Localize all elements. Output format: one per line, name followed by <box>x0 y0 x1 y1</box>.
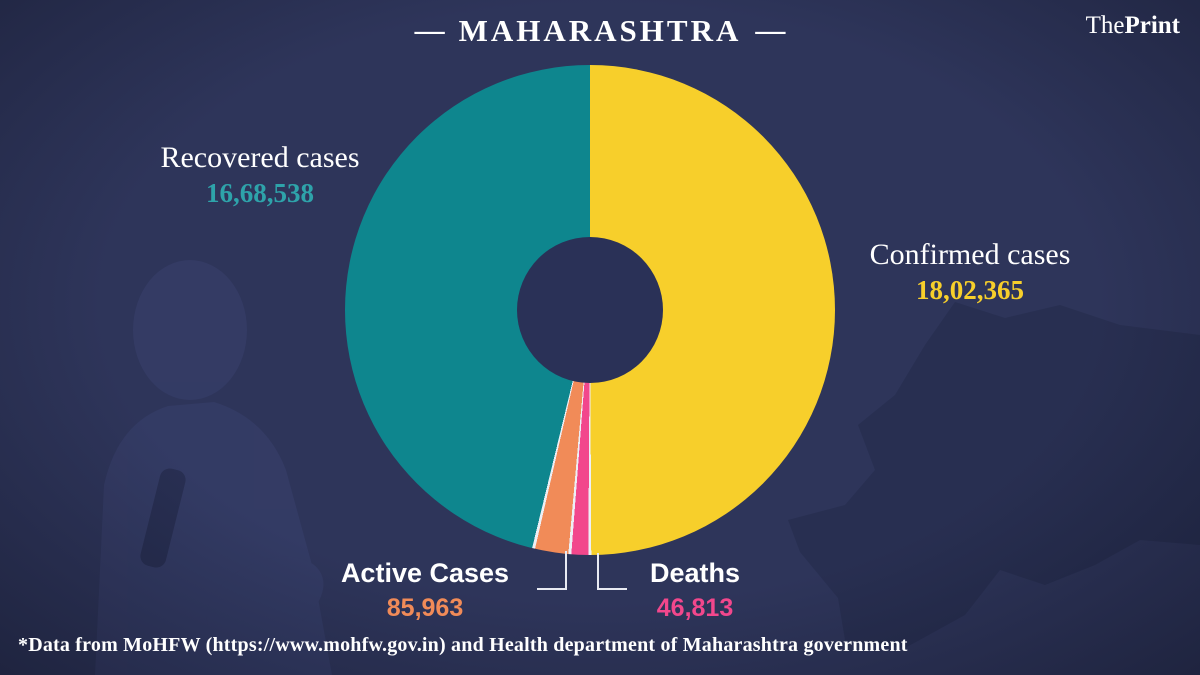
donut-chart <box>345 65 835 555</box>
maharashtra-map-silhouette <box>788 302 1200 648</box>
confirmed-cases-label: Confirmed cases <box>869 238 1071 271</box>
source-note: *Data from MoHFW (https://www.mohfw.gov.… <box>18 634 908 656</box>
active-cases-label-group: Active Cases 85,963 <box>300 558 550 623</box>
person-photo-silhouette <box>95 260 332 675</box>
title-dash-left: — <box>414 13 445 47</box>
active-cases-value: 85,963 <box>386 594 464 622</box>
theprint-logo: ThePrint <box>1086 12 1180 40</box>
deaths-value: 46,813 <box>656 594 734 622</box>
confirmed-cases-value: 18,02,365 <box>916 275 1024 305</box>
recovered-cases-label: Recovered cases <box>160 141 360 174</box>
confirmed-cases-label-group: Confirmed cases 18,02,365 <box>815 238 1125 306</box>
deaths-label: Deaths <box>649 558 741 588</box>
page-title: MAHARASHTRA <box>458 13 742 48</box>
logo-print: Print <box>1124 12 1180 39</box>
titlebar: — MAHARASHTRA — <box>0 12 1200 49</box>
recovered-cases-value: 16,68,538 <box>206 178 314 208</box>
deaths-label-group: Deaths 46,813 <box>600 558 790 623</box>
active-cases-label: Active Cases <box>340 558 510 588</box>
logo-the: The <box>1085 12 1125 39</box>
title-dash-right: — <box>755 13 786 47</box>
recovered-cases-label-group: Recovered cases 16,68,538 <box>105 141 415 209</box>
donut-hole <box>517 237 663 383</box>
